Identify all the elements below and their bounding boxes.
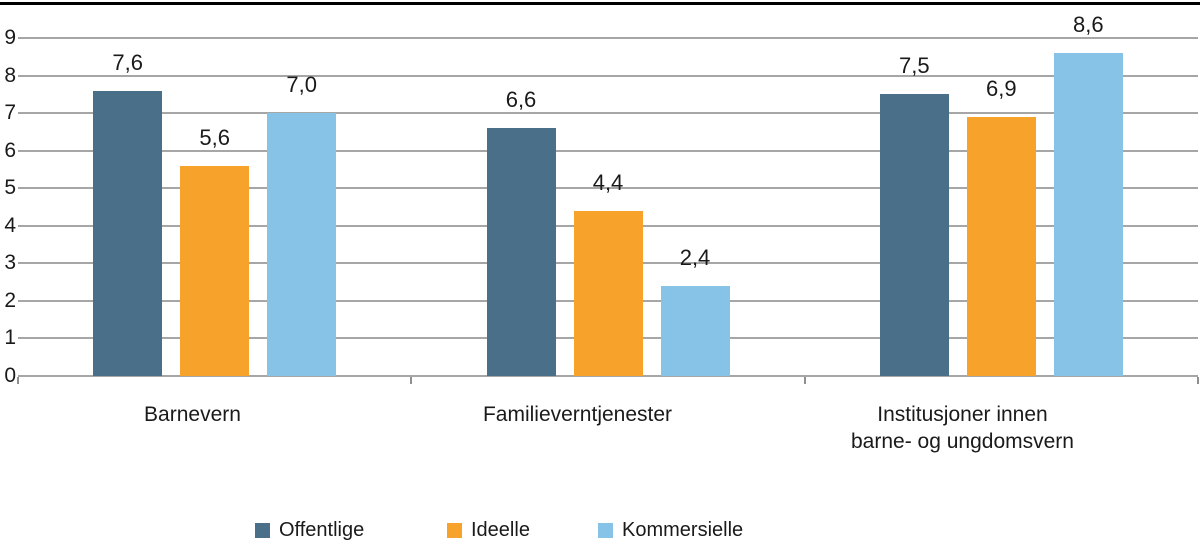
y-axis-tick-label: 7 — [4, 101, 16, 125]
bar-value-label: 6,9 — [986, 75, 1017, 101]
x-axis-tick — [17, 377, 19, 384]
category-label-line: Barnevern — [144, 403, 241, 426]
x-axis-line — [18, 375, 1198, 377]
y-axis-tick-label: 3 — [4, 251, 16, 275]
x-axis-tick — [410, 377, 413, 384]
bar-value-label: 7,6 — [112, 49, 143, 75]
gridline — [18, 112, 1198, 115]
gridline — [18, 149, 1198, 152]
legend-swatch-ideelle — [447, 522, 462, 538]
legend-item-ideelle: Ideelle — [447, 519, 530, 541]
y-axis-tick-label: 4 — [4, 213, 16, 237]
bar-value-label: 6,6 — [505, 87, 537, 113]
legend-item-kommersielle: Kommersielle — [598, 519, 743, 541]
bar-offentlige-0 — [93, 90, 163, 376]
legend-label: Offentlige — [279, 519, 365, 541]
bar-value-label: 7,5 — [899, 53, 930, 79]
y-axis-tick-label: 2 — [4, 288, 16, 312]
category-label-0: Barnevern — [0, 401, 385, 428]
legend-swatch-offentlige — [255, 522, 270, 538]
bar-kommersielle-1 — [660, 285, 730, 376]
x-axis-tick — [1197, 377, 1199, 384]
bar-value-label: 8,6 — [1073, 12, 1104, 38]
category-label-line: Institusjoner innen — [877, 403, 1048, 426]
bar-value-label: 4,4 — [592, 169, 624, 195]
legend-item-offentlige: Offentlige — [255, 519, 364, 541]
x-axis-tick — [803, 377, 806, 384]
y-axis-tick-label: 6 — [4, 138, 16, 162]
figure-top-rule — [0, 2, 1200, 5]
y-axis-tick-label: 9 — [4, 26, 16, 49]
category-label-2: Institusjoner innen barne- og ungdomsvern — [770, 401, 1155, 455]
bar-ideelle-2 — [966, 116, 1036, 376]
bar-value-label: 2,4 — [679, 244, 711, 270]
bar-kommersielle-0 — [267, 113, 337, 376]
gridline — [18, 187, 1198, 190]
bar-ideelle-1 — [573, 210, 643, 376]
gridline — [18, 37, 1198, 39]
legend-swatch-kommersielle — [598, 522, 613, 538]
y-axis-tick-label: 5 — [4, 176, 16, 200]
bar-value-label: 7,0 — [286, 72, 317, 98]
bar-kommersielle-2 — [1053, 53, 1123, 376]
bar-value-label: 5,6 — [199, 124, 230, 150]
bar-ideelle-0 — [180, 165, 250, 376]
y-axis-tick-label: 0 — [4, 364, 16, 387]
y-axis-tick-label: 1 — [4, 326, 16, 350]
category-label-line: Familieverntjenester — [482, 403, 673, 426]
y-axis-tick-label: 8 — [4, 63, 16, 87]
bar-offentlige-1 — [486, 128, 556, 376]
bar-offentlige-2 — [879, 94, 949, 376]
category-label-1: Familieverntjenester — [385, 401, 770, 428]
legend-label: Ideelle — [471, 519, 530, 541]
legend-label: Kommersielle — [622, 519, 744, 541]
gridline — [18, 74, 1198, 77]
category-label-line: barne- og ungdomsvern — [851, 430, 1074, 453]
